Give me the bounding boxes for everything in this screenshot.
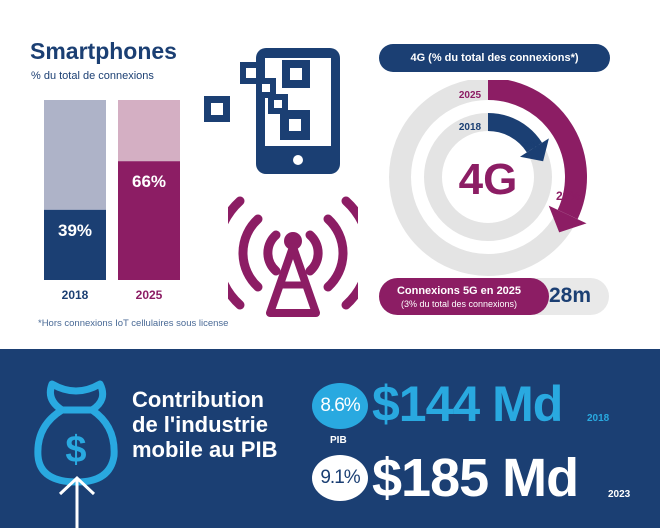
bar-2018-category-label: 2018 [62, 288, 89, 302]
4g-ring-chart: 2025 2018 23% 7% 4G [389, 80, 587, 276]
contribution-line-3: mobile au PIB [132, 437, 278, 462]
year-2023: 2023 [608, 489, 631, 500]
ring-year-label-2018: 2018 [459, 122, 482, 133]
ring-arrow-2018 [520, 138, 549, 162]
5g-pill: Connexions 5G en 2025 (3% du total des c… [379, 278, 549, 315]
bar-2018-value-label: 39% [58, 221, 92, 240]
amount-2018: $144 Md [372, 376, 563, 432]
money-bag-icon: $ [34, 380, 118, 486]
svg-text:$: $ [65, 429, 86, 471]
pib-label: PIB [330, 435, 347, 446]
smartphones-bar-chart: 39% 2018 66% 2025 [44, 100, 180, 302]
ring-arc-2025 [487, 80, 587, 220]
contribution-line-1: Contribution [132, 387, 264, 412]
ring-arc-2018 [487, 113, 543, 153]
bar-2025-value-label: 66% [132, 172, 166, 191]
5g-subtitle: (3% du total des connexions) [400, 299, 518, 309]
ring-year-label-2025: 2025 [459, 90, 482, 101]
cell-tower-icon [228, 196, 358, 317]
4g-header-pill: 4G (% du total des connexions*) [379, 44, 610, 72]
bar-2025 [118, 161, 180, 280]
bar-2025-remainder [118, 100, 180, 162]
5g-value: 28m [549, 284, 592, 307]
year-2018: 2018 [587, 413, 610, 424]
ring-arrow-2025 [548, 205, 587, 233]
ring-growth-label-2025: 23% [556, 189, 580, 203]
bar-2018 [44, 209, 106, 280]
footnote: *Hors connexions IoT cellulaires sous li… [38, 318, 229, 329]
bar-2025-category-label: 2025 [136, 288, 163, 302]
ring-center-label: 4G [459, 155, 518, 204]
pib-pct-2023: 9.1% [312, 455, 368, 501]
smartphones-title: Smartphones [30, 38, 177, 64]
bar-2018-remainder [44, 100, 106, 210]
contribution-line-2: de l'industrie [132, 412, 269, 437]
amount-2023: $185 Md [372, 448, 579, 508]
ring-growth-label-2018: 7% [523, 139, 541, 153]
5g-title: Connexions 5G en 2025 [396, 285, 522, 297]
arrow-up-icon [58, 475, 96, 528]
smartphone-icon [204, 48, 340, 174]
smartphones-subtitle: % du total de connexions [31, 70, 154, 82]
pib-pct-2018: 8.6% [312, 383, 368, 429]
